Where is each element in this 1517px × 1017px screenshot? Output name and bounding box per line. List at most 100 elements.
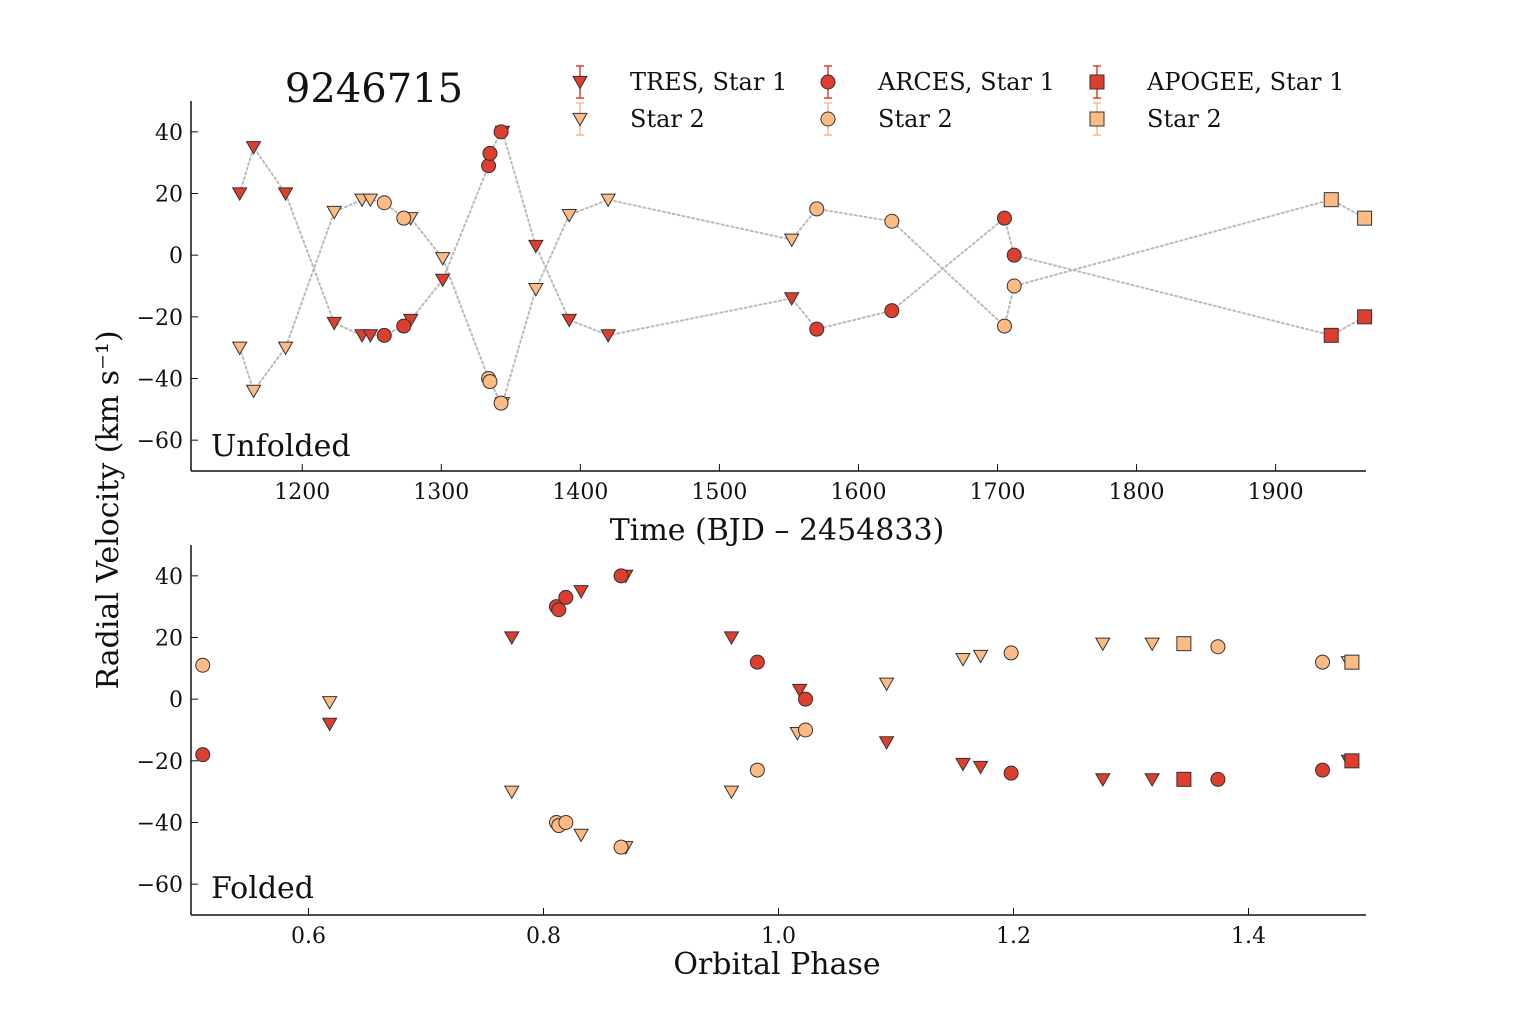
folded-point-square-star-1 xyxy=(1176,771,1192,787)
folded-point-triangle-star-1 xyxy=(321,717,338,732)
unfolded-x-tick-label: 1200 xyxy=(274,480,330,505)
unfolded-y-tick-label: 20 xyxy=(155,183,183,208)
unfolded-point-circle-star-2 xyxy=(809,201,825,217)
y-axis-label: Radial Velocity (km s⁻¹) xyxy=(91,330,126,689)
legend-label: APOGEE, Star 1 xyxy=(1146,68,1344,96)
folded-x-tick-label: 1.2 xyxy=(996,924,1031,949)
unfolded-point-circle-star-1 xyxy=(1006,247,1022,263)
unfolded-x-tick-label: 1700 xyxy=(970,480,1026,505)
unfolded-data-points xyxy=(231,124,1373,411)
unfolded-point-circle-star-2 xyxy=(996,318,1012,334)
unfolded-point-square-star-2 xyxy=(1323,192,1339,208)
legend-label: Star 2 xyxy=(878,105,953,133)
folded-point-square-star-2 xyxy=(1344,654,1360,670)
unfolded-point-triangle-star-2 xyxy=(783,233,800,248)
folded-point-triangle-star-1 xyxy=(1094,773,1111,787)
folded-y-tick-label: −60 xyxy=(137,873,183,898)
folded-point-circle-star-2 xyxy=(749,762,765,778)
unfolded-point-circle-star-1 xyxy=(493,124,509,140)
panel-label-unfolded: Unfolded xyxy=(211,429,351,464)
unfolded-point-triangle-star-1 xyxy=(600,329,617,343)
legend-marker-circle-star-1 xyxy=(820,74,836,90)
unfolded-point-triangle-star-1 xyxy=(362,329,379,343)
legend-label: Star 2 xyxy=(1147,105,1222,133)
folded-point-triangle-star-1 xyxy=(791,683,808,698)
unfolded-point-triangle-star-2 xyxy=(561,208,578,223)
folded-point-circle-star-1 xyxy=(551,602,567,618)
unfolded-point-triangle-star-2 xyxy=(231,341,248,356)
unfolded-point-triangle-star-2 xyxy=(245,384,262,399)
unfolded-point-circle-star-2 xyxy=(884,213,900,229)
unfolded-point-circle-star-1 xyxy=(809,321,825,337)
unfolded-point-circle-star-2 xyxy=(482,374,498,390)
unfolded-model-curves xyxy=(238,130,1366,405)
unfolded-y-tick-label: −40 xyxy=(137,368,183,393)
folded-point-square-star-2 xyxy=(1176,636,1192,652)
unfolded-point-circle-star-1 xyxy=(996,210,1012,226)
unfolded-point-circle-star-1 xyxy=(376,327,392,343)
unfolded-point-circle-star-1 xyxy=(481,158,497,174)
folded-point-circle-star-2 xyxy=(1210,639,1226,655)
unfolded-point-triangle-star-2 xyxy=(362,193,379,208)
chart-title: 9246715 xyxy=(285,66,463,112)
folded-x-tick-label: 0.8 xyxy=(526,924,561,949)
folded-y-tick-label: 20 xyxy=(155,627,183,652)
legend-marker-triangle-star-2 xyxy=(572,112,588,127)
unfolded-point-circle-star-2 xyxy=(396,210,412,226)
folded-data-points xyxy=(195,568,1360,855)
folded-y-tick-label: 40 xyxy=(155,565,183,590)
folded-point-triangle-star-2 xyxy=(878,677,895,692)
folded-axes: 40 20 0 −20 −40 −60 0.6 0.8 1.0 1.2 1.4 xyxy=(137,545,1366,949)
folded-point-triangle-star-1 xyxy=(723,631,740,646)
legend-marker-triangle-star-1 xyxy=(572,75,588,90)
panel-label-folded: Folded xyxy=(211,871,314,906)
unfolded-point-triangle-star-1 xyxy=(245,141,262,155)
legend-marker-square-star-1 xyxy=(1089,74,1105,90)
folded-point-circle-star-2 xyxy=(798,722,814,738)
unfolded-point-triangle-star-2 xyxy=(434,252,451,266)
folded-point-circle-star-1 xyxy=(798,691,814,707)
unfolded-point-circle-star-1 xyxy=(482,145,498,161)
folded-point-triangle-star-2 xyxy=(1144,637,1161,652)
folded-point-circle-star-1 xyxy=(1315,762,1331,778)
unfolded-y-tick-label: −20 xyxy=(137,306,183,331)
folded-point-circle-star-2 xyxy=(613,839,629,855)
unfolded-x-tick-label: 1500 xyxy=(691,480,747,505)
folded-point-circle-star-2 xyxy=(558,815,574,830)
folded-point-triangle-star-2 xyxy=(321,696,338,710)
x-axis-label-unfolded: Time (BJD – 2454833) xyxy=(610,513,945,548)
unfolded-axes: 40 20 0 −20 −40 −60 1200 1300 1400 1500 1600 1700 18… xyxy=(137,101,1366,505)
unfolded-point-triangle-star-2 xyxy=(600,193,617,208)
folded-point-triangle-star-2 xyxy=(723,785,740,800)
unfolded-point-triangle-star-2 xyxy=(527,282,544,297)
unfolded-panel: 40 20 0 −20 −40 −60 1200 1300 1400 1500 1600 1700 18… xyxy=(137,101,1373,548)
unfolded-point-square-star-1 xyxy=(1323,327,1339,343)
folded-point-circle-star-1 xyxy=(1003,765,1019,781)
folded-point-circle-star-1 xyxy=(1210,771,1226,787)
folded-panel: 40 20 0 −20 −40 −60 0.6 0.8 1.0 1.2 1.4 Folded Orb… xyxy=(137,545,1366,982)
folded-point-circle-star-2 xyxy=(1315,654,1331,670)
folded-point-circle-star-1 xyxy=(613,568,629,584)
folded-point-circle-star-1 xyxy=(749,654,765,670)
unfolded-point-triangle-star-1 xyxy=(527,239,544,254)
folded-point-circle-star-1 xyxy=(195,747,211,763)
folded-point-triangle-star-1 xyxy=(573,585,589,599)
unfolded-point-triangle-star-1 xyxy=(231,187,248,202)
legend-label: ARCES, Star 1 xyxy=(877,68,1055,96)
model-curve-star-1 xyxy=(238,130,1366,337)
folded-point-triangle-star-2 xyxy=(503,785,520,800)
unfolded-point-triangle-star-1 xyxy=(561,313,578,328)
unfolded-point-circle-star-1 xyxy=(884,303,900,319)
folded-point-square-star-1 xyxy=(1344,753,1360,769)
unfolded-point-triangle-star-1 xyxy=(783,292,800,306)
unfolded-point-square-star-2 xyxy=(1357,210,1373,226)
unfolded-point-triangle-star-2 xyxy=(326,205,343,220)
legend-marker-circle-star-2 xyxy=(820,111,836,127)
unfolded-point-circle-star-1 xyxy=(396,318,412,334)
unfolded-x-tick-label: 1800 xyxy=(1109,480,1165,505)
folded-point-triangle-star-1 xyxy=(972,760,989,775)
unfolded-x-tick-label: 1300 xyxy=(413,480,469,505)
folded-point-triangle-star-2 xyxy=(972,649,989,664)
folded-point-circle-star-1 xyxy=(558,589,574,605)
